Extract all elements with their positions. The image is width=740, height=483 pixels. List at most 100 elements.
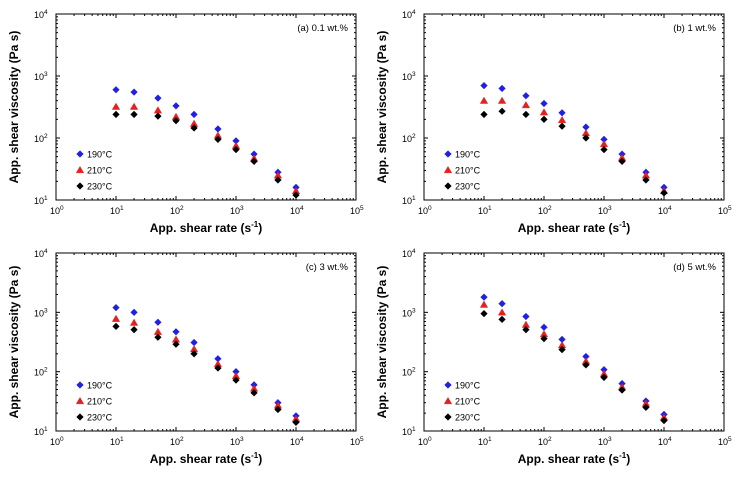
data-point bbox=[479, 96, 489, 104]
data-point bbox=[497, 96, 507, 104]
x-tick-label: 102 bbox=[170, 436, 184, 447]
x-tick-label: 104 bbox=[658, 205, 672, 216]
legend-marker bbox=[76, 182, 84, 190]
legend-marker bbox=[444, 413, 452, 421]
x-axis-title: App. shear rate (s-1) bbox=[150, 451, 263, 466]
x-tick-label: 104 bbox=[658, 436, 672, 447]
data-point bbox=[232, 376, 240, 384]
x-tick-label: 105 bbox=[718, 436, 732, 447]
x-axis-title: App. shear rate (s-1) bbox=[518, 220, 631, 235]
plot-frame bbox=[423, 13, 725, 201]
legend-label: 190°C bbox=[87, 150, 113, 160]
panel-label: (c) 3 wt.% bbox=[306, 262, 349, 273]
series-210c bbox=[111, 102, 301, 195]
data-point bbox=[190, 110, 198, 119]
x-tick-label: 100 bbox=[50, 436, 64, 447]
data-point bbox=[154, 333, 162, 341]
panel-label: (d) 5 wt.% bbox=[673, 262, 716, 273]
data-point bbox=[498, 315, 506, 324]
x-axis-title: App. shear rate (s-1) bbox=[518, 451, 631, 466]
data-point bbox=[618, 157, 626, 166]
y-tick-label: 102 bbox=[34, 133, 48, 144]
legend-marker bbox=[76, 381, 84, 389]
data-point bbox=[112, 86, 120, 94]
data-point bbox=[540, 323, 548, 331]
panel-label: (b) 1 wt.% bbox=[673, 23, 716, 34]
x-tick-label: 101 bbox=[110, 205, 124, 216]
y-tick-label: 103 bbox=[402, 307, 416, 318]
data-point bbox=[154, 318, 162, 326]
y-tick-label: 101 bbox=[402, 195, 416, 206]
x-tick-label: 102 bbox=[538, 205, 552, 216]
data-point bbox=[522, 92, 530, 100]
data-point bbox=[112, 110, 120, 119]
series-190c bbox=[112, 303, 300, 420]
legend-label: 230°C bbox=[87, 182, 113, 192]
data-point bbox=[600, 373, 608, 382]
legend-label: 230°C bbox=[455, 413, 481, 423]
data-point bbox=[130, 88, 138, 96]
x-axis-title: App. shear rate (s-1) bbox=[150, 220, 263, 235]
data-point bbox=[190, 124, 198, 132]
data-point bbox=[129, 102, 139, 110]
data-point bbox=[172, 328, 180, 336]
y-axis-title: App. shear viscosity (Pa s) bbox=[7, 31, 21, 184]
y-tick-label: 104 bbox=[402, 248, 416, 259]
x-tick-label: 102 bbox=[538, 436, 552, 447]
y-tick-label: 103 bbox=[402, 71, 416, 82]
y-tick-label: 104 bbox=[402, 9, 416, 20]
data-point bbox=[521, 101, 531, 109]
data-point bbox=[153, 106, 163, 114]
data-point bbox=[480, 309, 488, 318]
legend-marker bbox=[76, 150, 84, 158]
panel-label: (a) 0.1 wt.% bbox=[297, 23, 348, 34]
y-axis-title: App. shear viscosity (Pa s) bbox=[7, 266, 21, 419]
legend-label: 210°C bbox=[455, 397, 481, 407]
data-point bbox=[112, 303, 120, 312]
x-tick-label: 104 bbox=[290, 436, 304, 447]
data-point bbox=[557, 116, 567, 124]
x-tick-label: 100 bbox=[50, 205, 64, 216]
legend-label: 210°C bbox=[87, 397, 113, 407]
legend-marker bbox=[76, 413, 84, 421]
data-point bbox=[558, 109, 566, 117]
series-210c bbox=[479, 96, 669, 195]
data-point bbox=[111, 314, 121, 322]
data-point bbox=[190, 350, 198, 358]
x-tick-label: 101 bbox=[478, 436, 492, 447]
data-point bbox=[274, 176, 282, 184]
plot-frame bbox=[423, 252, 725, 432]
data-point bbox=[480, 110, 488, 119]
x-tick-label: 100 bbox=[418, 205, 432, 216]
data-point bbox=[250, 157, 258, 166]
legend-marker bbox=[444, 150, 452, 158]
series-230c bbox=[480, 107, 668, 197]
legend-marker bbox=[444, 182, 452, 190]
data-point bbox=[172, 340, 180, 348]
data-point bbox=[599, 140, 609, 148]
data-point bbox=[660, 416, 668, 425]
data-point bbox=[618, 386, 626, 394]
data-point bbox=[540, 99, 548, 108]
legend-label: 190°C bbox=[455, 381, 481, 391]
x-tick-label: 103 bbox=[598, 436, 612, 447]
plot-frame bbox=[55, 13, 357, 201]
y-axis-title: App. shear viscosity (Pa s) bbox=[375, 266, 389, 419]
data-point bbox=[540, 334, 548, 343]
data-point bbox=[582, 134, 590, 142]
x-tick-label: 101 bbox=[478, 205, 492, 216]
data-point bbox=[190, 338, 198, 347]
plot-frame bbox=[55, 252, 357, 432]
legend-marker bbox=[75, 397, 85, 405]
data-point bbox=[250, 389, 258, 397]
series-210c bbox=[111, 314, 301, 422]
y-tick-label: 103 bbox=[34, 307, 48, 318]
y-tick-label: 102 bbox=[402, 133, 416, 144]
data-point bbox=[130, 110, 138, 119]
data-point bbox=[479, 300, 489, 308]
series-210c bbox=[479, 300, 669, 421]
data-point bbox=[292, 418, 300, 427]
data-point bbox=[642, 403, 650, 412]
